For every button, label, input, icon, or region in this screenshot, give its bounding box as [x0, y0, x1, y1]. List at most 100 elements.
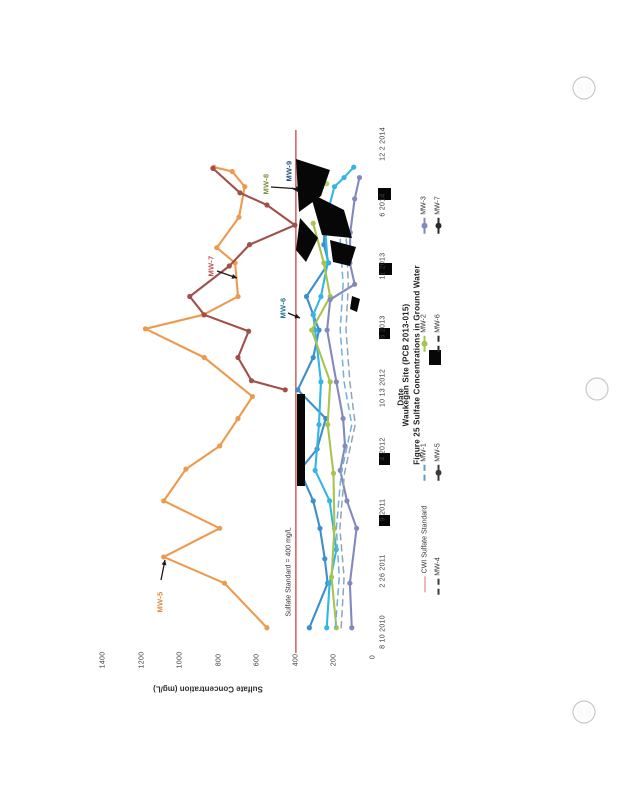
series-marker-mw-3 [356, 174, 363, 181]
series-marker-mw-7 [210, 165, 216, 171]
series-marker-mw-7 [201, 312, 207, 318]
series-line-mw-1 [334, 222, 353, 629]
series-marker-mw-2 [310, 220, 316, 226]
series-marker-mw-5 [217, 525, 223, 531]
series-marker-mw-3 [347, 580, 353, 586]
series-marker-mw-3 [327, 296, 333, 303]
series-marker-mw-9 [327, 498, 333, 504]
series-marker-mw-3 [324, 327, 330, 333]
scan-blob [330, 240, 356, 266]
series-marker-mw-2 [327, 379, 333, 385]
series-marker-mw-7 [264, 202, 270, 208]
series-marker-mw-5 [183, 466, 189, 472]
series-marker-mw-9 [327, 580, 333, 586]
punch-hole [585, 377, 609, 401]
y-axis-title: Sulfate Concentration (mg/L) [153, 684, 263, 694]
scan-blob [297, 394, 305, 486]
series-marker-mw-5 [221, 580, 228, 586]
line-dot-swatch [421, 335, 427, 352]
annotation-arrowhead [231, 273, 237, 279]
y-tick-600: 600 [253, 653, 261, 667]
series-marker-mw-6 [303, 293, 310, 300]
series-marker-mw-2 [333, 625, 339, 631]
series-marker-mw-9 [318, 379, 324, 385]
standard-line-label: Sulfate Standard = 400 mg/L [285, 527, 293, 617]
x-tick-2011-02: 2 26 2011 [379, 554, 387, 588]
series-marker-mw-9 [341, 174, 347, 181]
x-tick-2012-04: 4 2012 [379, 437, 387, 461]
y-tick-1400: 1400 [99, 651, 107, 669]
series-marker-mw-6 [322, 556, 328, 562]
series-marker-mw-3 [333, 379, 339, 385]
series-marker-mw-3 [352, 281, 358, 287]
scan-blob [296, 159, 330, 212]
scan-blob [379, 328, 390, 339]
annotation-mw6: MW-6 [278, 297, 288, 319]
x-tick-2013-05: 5 2013 [379, 315, 387, 339]
series-marker-mw-6 [317, 525, 323, 531]
series-line-mw-6 [296, 222, 330, 629]
series-marker-mw-7 [292, 222, 298, 228]
y-tick-400: 400 [292, 653, 300, 667]
annotation-arrow [270, 186, 302, 190]
line-dot-swatch [435, 464, 441, 481]
scan-blob [429, 350, 441, 365]
x-tick-2010-08: 8 10 2010 [379, 615, 387, 649]
series-marker-mw-5 [235, 415, 241, 422]
series-marker-mw-5 [142, 326, 149, 332]
series-marker-mw-6 [321, 242, 327, 248]
line-dot-swatch [435, 217, 441, 234]
annotation-mw7: MW-7 [206, 255, 216, 277]
series-marker-mw-9 [318, 293, 324, 300]
x-tick-2014-06: 6 2014 [379, 193, 387, 217]
series-marker-mw-7 [248, 378, 255, 384]
series-marker-mw-9 [325, 260, 331, 266]
series-marker-mw-7 [282, 387, 288, 393]
series-marker-mw-5 [229, 168, 235, 175]
x-tick-2013-11: 11 2013 [379, 252, 387, 280]
series-marker-mw-7 [226, 263, 232, 269]
dashed-line-swatch [437, 578, 439, 595]
scan-blob [296, 218, 318, 262]
series-marker-mw-6 [306, 625, 312, 631]
scan-blob [350, 296, 360, 312]
series-marker-mw-5 [236, 214, 242, 220]
series-marker-mw-2 [321, 260, 327, 266]
series-marker-mw-5 [242, 184, 248, 190]
line-dot-swatch [421, 217, 427, 234]
annotation-mw9: MW-9 [284, 160, 294, 182]
series-marker-mw-2 [309, 327, 315, 333]
series-marker-mw-5 [217, 443, 223, 449]
series-marker-mw-5 [161, 554, 167, 560]
x-tick-2014-12: 12 2 2014 [379, 127, 387, 161]
punch-hole [572, 700, 596, 724]
series-line-mw-7 [188, 167, 296, 391]
y-tick-800: 800 [215, 653, 223, 667]
y-tick-1200: 1200 [138, 651, 146, 669]
series-marker-mw-9 [312, 467, 318, 473]
series-marker-mw-2 [330, 470, 337, 476]
series-marker-mw-3 [344, 498, 350, 504]
series-marker-mw-9 [331, 184, 338, 190]
series-line-mw-2 [310, 222, 338, 629]
scan-blob [379, 263, 392, 275]
series-marker-mw-5 [201, 354, 207, 361]
scan-blob [378, 188, 391, 200]
series-marker-mw-6 [295, 387, 301, 393]
series-marker-mw-7 [187, 293, 193, 300]
figure-title-line2: Waukegan Site (PCB 2013-015) [401, 303, 411, 427]
series-marker-mw-9 [316, 422, 322, 428]
series-marker-mw-5 [264, 625, 270, 631]
scan-blob [379, 453, 390, 465]
series-marker-mw-9 [351, 164, 357, 170]
x-tick-2012-10: 10 13 2012 [379, 368, 387, 408]
series-marker-mw-2 [325, 422, 331, 428]
y-tick-0: 0 [369, 654, 377, 660]
series-line-mw-4 [339, 222, 357, 629]
annotation-mw5: MW-5 [155, 591, 165, 613]
scan-blob [379, 515, 390, 526]
figure-title-line1: Figure 25 Sulfate Concentrations in Grou… [412, 265, 422, 465]
series-marker-mw-6 [310, 498, 316, 504]
